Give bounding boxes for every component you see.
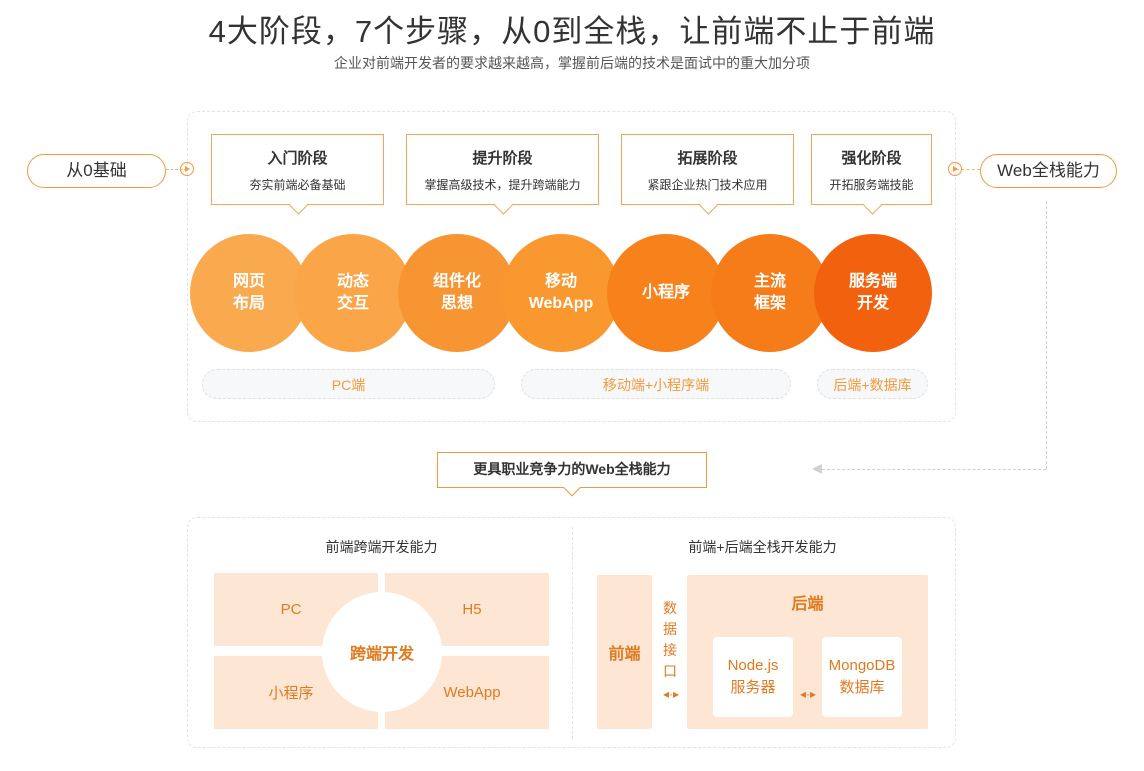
result-tag: 更具职业竞争力的Web全栈能力 xyxy=(437,452,707,497)
cross-center-label: 跨端开发 xyxy=(349,646,414,663)
start-pill: 从0基础 xyxy=(27,154,166,188)
api-label: 数据 接口 xyxy=(663,600,677,679)
play-arrow-icon xyxy=(180,162,194,176)
step-label: 移动 WebApp xyxy=(528,273,594,312)
play-arrow-icon xyxy=(948,162,962,176)
step-circle-5: 小程序 xyxy=(607,234,725,352)
stage-desc: 开拓服务端技能 xyxy=(829,178,914,192)
page-subtitle: 企业对前端开发者的要求越来越高，掌握前后端的技术是面试中的重大加分项 xyxy=(334,55,810,71)
step-label: 网页 布局 xyxy=(232,273,265,312)
stage-box-3: 拓展阶段 紧跟企业热门技术应用 xyxy=(621,134,794,215)
step-circle-6: 主流 框架 xyxy=(711,234,829,352)
band-backend: 后端+数据库 xyxy=(817,369,928,399)
step-label: 主流 框架 xyxy=(753,273,786,312)
loop-arrow-icon xyxy=(812,464,822,474)
stage-box-2: 提升阶段 掌握高级技术，提升跨端能力 xyxy=(406,134,599,215)
cross-platform-title: 前端跨端开发能力 xyxy=(325,539,438,555)
flow-line-left xyxy=(166,169,187,170)
band-mobile: 移动端+小程序端 xyxy=(521,369,791,399)
step-circle-3: 组件化 思想 xyxy=(398,234,516,352)
nodejs-card: Node.js 服务器 xyxy=(713,637,793,717)
stage-box-4: 强化阶段 开拓服务端技能 xyxy=(811,134,932,215)
step-circle-7: 服务端 开发 xyxy=(814,234,932,352)
step-circle-1: 网页 布局 xyxy=(190,234,308,352)
api-arrow-icon: ◂·▸ xyxy=(662,687,680,701)
result-tag-label: 更具职业竞争力的Web全栈能力 xyxy=(473,461,671,477)
stage-desc: 紧跟企业热门技术应用 xyxy=(647,178,768,192)
cross-center-circle: 跨端开发 xyxy=(322,592,442,712)
band-pc: PC端 xyxy=(202,369,495,399)
stage-desc: 掌握高级技术，提升跨端能力 xyxy=(424,178,581,192)
quad-label: PC xyxy=(280,601,302,618)
loop-line-horizontal xyxy=(822,469,1046,470)
panel-divider xyxy=(572,527,573,739)
step-circle-4: 移动 WebApp xyxy=(502,234,620,352)
frontend-label: 前端 xyxy=(608,646,641,663)
link-arrow-icon: ◂·▸ xyxy=(799,687,817,701)
frontend-block: 前端 xyxy=(597,575,652,729)
capability-panel xyxy=(187,517,956,748)
quad-label: 小程序 xyxy=(268,685,314,702)
quad-label: WebApp xyxy=(443,684,501,701)
end-pill: Web全栈能力 xyxy=(980,154,1117,188)
mongodb-card: MongoDB 数据库 xyxy=(822,637,902,717)
page-title: 4大阶段，7个步骤，从0到全栈，让前端不止于前端 xyxy=(208,14,936,49)
stage-title: 入门阶段 xyxy=(267,150,328,167)
stage-title: 拓展阶段 xyxy=(677,150,738,167)
step-circle-2: 动态 交互 xyxy=(294,234,412,352)
stage-box-1: 入门阶段 夯实前端必备基础 xyxy=(211,134,384,215)
step-label: 小程序 xyxy=(641,284,690,301)
step-label: 动态 交互 xyxy=(336,273,369,312)
backend-label: 后端 xyxy=(791,596,824,613)
loop-line-vertical xyxy=(1046,201,1047,469)
quad-label: H5 xyxy=(462,601,482,618)
stage-title: 强化阶段 xyxy=(841,150,902,167)
flow-line-right xyxy=(956,169,980,170)
fullstack-title: 前端+后端全栈开发能力 xyxy=(688,539,837,555)
stage-title: 提升阶段 xyxy=(472,150,533,167)
stage-desc: 夯实前端必备基础 xyxy=(249,178,346,192)
step-label: 服务端 开发 xyxy=(848,273,897,312)
result-tag-pointer xyxy=(563,479,581,497)
roadmap-panel xyxy=(187,111,956,422)
step-label: 组件化 思想 xyxy=(432,273,481,312)
